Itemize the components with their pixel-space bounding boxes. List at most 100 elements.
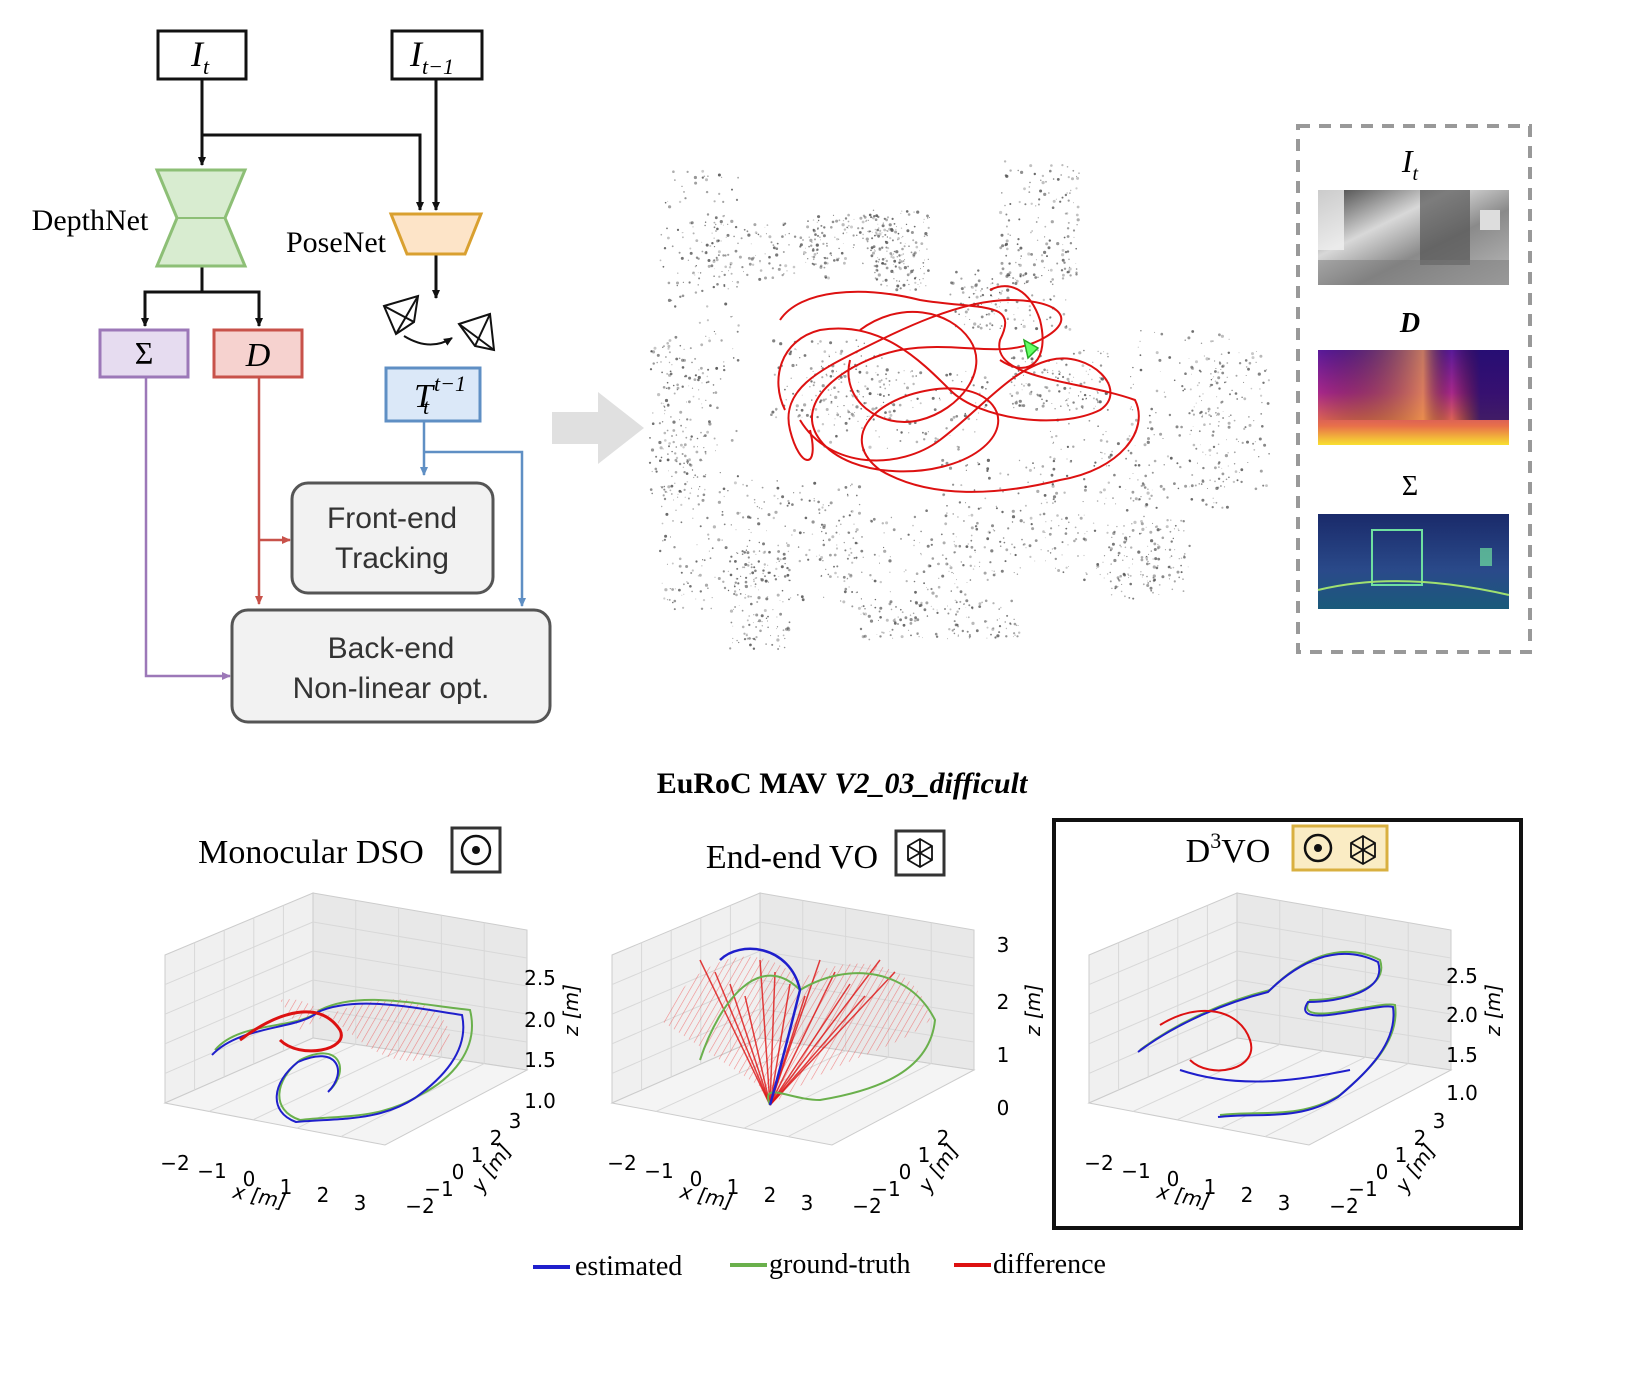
z-tick-label: 1.0 xyxy=(524,1089,556,1113)
x-tick-label: 2 xyxy=(1241,1183,1254,1207)
plot-title-e2e: End-end VO xyxy=(706,839,878,876)
posenet-label: PoseNet xyxy=(286,226,387,259)
input-itm1-label: I xyxy=(409,34,424,74)
x-tick-label: 3 xyxy=(354,1191,367,1215)
z-axis-label: z [m] xyxy=(559,984,583,1037)
y-tick-label: 2 xyxy=(490,1126,503,1150)
input-itm1-sub: t−1 xyxy=(422,54,454,79)
side-image-label: I xyxy=(1401,143,1414,179)
y-tick-label: 3 xyxy=(509,1109,522,1133)
depthnet-label: DepthNet xyxy=(32,204,149,237)
y-tick-label: −1 xyxy=(871,1177,900,1201)
side-image-thumbnail xyxy=(1318,190,1509,285)
legend-label-difference: difference xyxy=(993,1249,1106,1280)
monocular-icon xyxy=(450,826,502,874)
neural-net-icon xyxy=(894,829,946,877)
y-tick-label: 1 xyxy=(471,1143,484,1167)
point-cloud-reconstruction xyxy=(648,160,1270,650)
backend-line1: Back-end xyxy=(328,632,455,665)
z-tick-label: 3 xyxy=(997,933,1010,957)
plot-panel-d3vo xyxy=(1052,818,1523,1230)
x-tick-label: 0 xyxy=(1167,1167,1180,1191)
plot-title-d3vo: D3VO xyxy=(1186,828,1271,870)
backend-line2: Non-linear opt. xyxy=(293,672,490,705)
x-tick-label: −1 xyxy=(197,1159,226,1183)
z-tick-label: 0 xyxy=(997,1096,1010,1120)
x-tick-label: 1 xyxy=(727,1175,740,1199)
y-tick-label: 0 xyxy=(1376,1160,1389,1184)
backend-box: Back-end Non-linear opt. xyxy=(230,608,552,724)
pose-T-sup: t−1 xyxy=(434,371,466,396)
svg-text:It: It xyxy=(1401,143,1419,185)
input-it-sub: t xyxy=(203,54,210,79)
d3vo-icons xyxy=(1291,824,1389,872)
posenet-block: PoseNet xyxy=(286,212,484,259)
z-tick-label: 1.5 xyxy=(524,1048,556,1072)
x-tick-label: 1 xyxy=(280,1175,293,1199)
legend-label-ground-truth: ground-truth xyxy=(769,1249,911,1280)
figure-title-bold: EuRoC MAV xyxy=(657,767,828,800)
y-tick-label: 3 xyxy=(1433,1109,1446,1133)
x-tick-label: 0 xyxy=(243,1167,256,1191)
y-tick-label: −2 xyxy=(405,1194,434,1218)
svg-text:It−1: It−1 xyxy=(409,34,454,79)
input-itm1-box: It−1 xyxy=(390,29,484,81)
frontend-line1: Front-end xyxy=(327,502,457,535)
input-it-box: It xyxy=(156,29,248,81)
side-panel: It D Σ xyxy=(1296,124,1532,654)
z-axis-label: z [m] xyxy=(1481,984,1505,1037)
side-image-sub: t xyxy=(1413,163,1419,185)
x-tick-label: −2 xyxy=(1084,1151,1113,1175)
side-sigma-label: Σ xyxy=(1402,471,1418,502)
z-tick-label: 1.0 xyxy=(1446,1081,1478,1105)
pose-box: T t−1 t xyxy=(384,366,482,423)
y-tick-label: −2 xyxy=(852,1194,881,1218)
pose-connector xyxy=(420,421,526,607)
x-tick-label: −1 xyxy=(644,1159,673,1183)
camera-frustum-icon xyxy=(382,294,496,352)
y-tick-label: −1 xyxy=(1348,1177,1377,1201)
side-depth-thumbnail xyxy=(1318,350,1509,445)
flow-arrow-icon xyxy=(552,392,644,464)
y-tick-label: 1 xyxy=(918,1143,931,1167)
svg-text:It: It xyxy=(190,34,210,79)
x-tick-label: 3 xyxy=(801,1191,814,1215)
x-tick-label: 3 xyxy=(1278,1191,1291,1215)
y-tick-label: −1 xyxy=(424,1177,453,1201)
z-tick-label: 1 xyxy=(997,1043,1010,1067)
figure-title: EuRoC MAV V2_03_difficult xyxy=(657,767,1029,800)
z-tick-label: 2.5 xyxy=(1446,964,1478,988)
depth-box: D xyxy=(212,328,304,379)
side-sigma-thumbnail xyxy=(1317,514,1510,609)
x-tick-label: −2 xyxy=(607,1151,636,1175)
z-tick-label: 2.0 xyxy=(524,1008,556,1032)
side-depth-label: D xyxy=(1399,308,1420,339)
input-connectors xyxy=(141,79,440,327)
legend-label-estimated: estimated xyxy=(575,1251,682,1282)
y-tick-label: 1 xyxy=(1395,1143,1408,1167)
frontend-box: Front-end Tracking xyxy=(290,481,495,595)
figure-title-italic: V2_03_difficult xyxy=(835,767,1029,800)
pose-T: T xyxy=(414,378,435,415)
x-tick-label: 2 xyxy=(317,1183,330,1207)
y-tick-label: 2 xyxy=(937,1126,950,1150)
plot-title-dso: Monocular DSO xyxy=(198,834,424,871)
z-tick-label: 2 xyxy=(997,990,1010,1014)
y-tick-label: −2 xyxy=(1329,1194,1358,1218)
x-tick-label: 1 xyxy=(1204,1175,1217,1199)
y-tick-label: 0 xyxy=(452,1160,465,1184)
depth-connector xyxy=(255,377,291,605)
x-tick-label: −1 xyxy=(1121,1159,1150,1183)
y-tick-label: 0 xyxy=(899,1160,912,1184)
x-tick-label: 2 xyxy=(764,1183,777,1207)
sigma-box: Σ xyxy=(98,328,190,379)
depth-box-label: D xyxy=(245,337,271,374)
z-tick-label: 2.0 xyxy=(1446,1003,1478,1027)
z-tick-label: 2.5 xyxy=(524,966,556,990)
depthnet-block: DepthNet xyxy=(32,168,248,268)
sigma-connector xyxy=(144,377,231,680)
x-tick-label: −2 xyxy=(160,1151,189,1175)
